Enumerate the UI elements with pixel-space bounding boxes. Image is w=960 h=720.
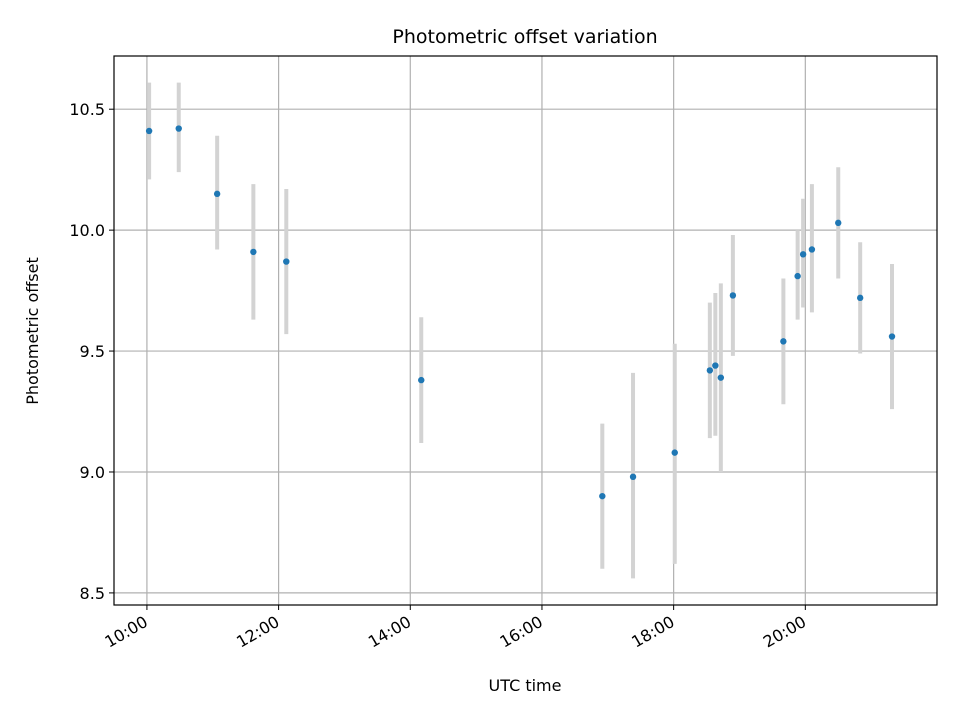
y-tick-label: 10.0 — [69, 221, 105, 240]
data-point — [418, 376, 425, 384]
y-axis-label: Photometric offset — [23, 257, 42, 405]
data-point — [175, 125, 182, 132]
data-point — [712, 362, 719, 369]
data-point — [799, 251, 807, 258]
data-point — [888, 333, 896, 340]
y-tick-label: 9.0 — [80, 463, 105, 482]
data-point — [629, 473, 637, 481]
data-point — [835, 219, 842, 227]
grid-layer — [114, 56, 937, 605]
data-point — [213, 190, 221, 198]
x-axis-label: UTC time — [489, 676, 562, 695]
plot-frame — [113, 55, 938, 606]
data-point — [599, 492, 606, 500]
data-point — [794, 272, 801, 280]
y-tick-layer: 8.5 9.0 9.5 10.0 10.5 — [69, 100, 114, 603]
data-point — [706, 367, 714, 374]
data-point — [283, 258, 290, 265]
data-point — [856, 294, 864, 302]
point-layer — [145, 125, 896, 500]
chart-title: Photometric offset variation — [392, 26, 657, 48]
data-point — [729, 292, 737, 299]
data-point — [145, 127, 153, 135]
y-tick-label: 8.5 — [80, 584, 105, 603]
data-point — [808, 246, 816, 253]
data-point — [717, 374, 725, 381]
data-point — [780, 338, 787, 345]
data-point — [671, 449, 678, 456]
y-tick-label: 10.5 — [69, 100, 105, 119]
y-tick-label: 9.5 — [80, 342, 105, 361]
data-point — [250, 248, 257, 256]
